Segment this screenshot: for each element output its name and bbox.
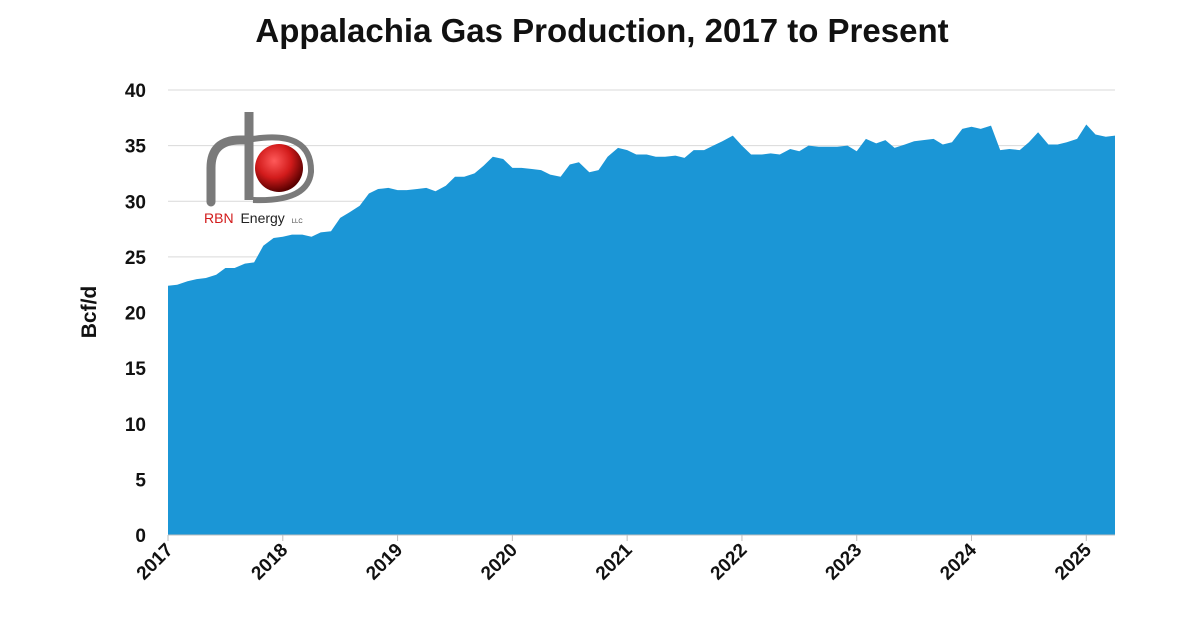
y-tick-label: 40 — [125, 81, 146, 102]
logo-name: RBN — [204, 210, 234, 226]
y-tick-label: 20 — [125, 304, 146, 325]
x-tick-label: 2020 — [477, 540, 522, 585]
x-tick-label: 2025 — [1051, 539, 1096, 584]
y-tick-label: 30 — [125, 192, 146, 213]
y-tick-label: 15 — [125, 359, 147, 380]
x-tick-label: 2023 — [822, 540, 867, 585]
y-tick-label: 0 — [135, 526, 146, 547]
y-tick-label: 35 — [125, 137, 147, 158]
x-tick-label: 2019 — [362, 540, 407, 585]
logo-red-ball — [255, 144, 303, 192]
y-tick-label: 5 — [135, 470, 146, 491]
logo-suffix: Energy — [240, 210, 284, 226]
x-tick-labels: 2017 2018 2019 2020 2021 2022 2023 2024 2025 — [133, 535, 1096, 584]
svg-text:RBN Energy LLC: RBN Energy LLC — [204, 210, 303, 226]
logo-pipe-b-bowl — [252, 134, 315, 204]
logo-pipe-r — [206, 135, 251, 207]
y-tick-label: 25 — [125, 248, 147, 269]
y-axis-label: Bcf/d — [78, 286, 101, 339]
y-tick-label: 10 — [125, 415, 146, 436]
x-tick-label: 2021 — [592, 539, 637, 584]
area-layer — [168, 124, 1115, 536]
x-tick-label: 2022 — [707, 540, 752, 585]
area-series-0 — [168, 124, 1115, 535]
x-tick-label: 2018 — [248, 540, 293, 585]
logo-tag: LLC — [292, 219, 304, 225]
rbn-energy-logo: RBN Energy LLC — [204, 112, 315, 226]
y-tick-labels: 0 5 10 15 20 25 30 35 40 — [125, 81, 147, 547]
chart-title: Appalachia Gas Production, 2017 to Prese… — [255, 12, 948, 49]
x-tick-label: 2024 — [936, 539, 981, 584]
